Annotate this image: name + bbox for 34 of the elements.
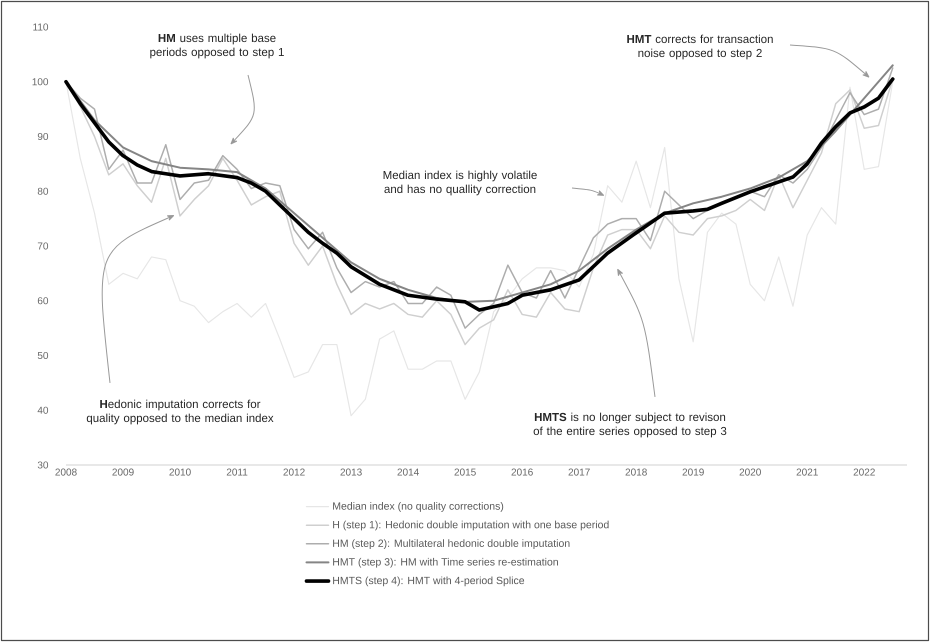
x-tick-label: 2022 — [854, 468, 875, 476]
annotation: HMT corrects for transaction noise opposed to step 2 — [627, 34, 773, 60]
y-tick-label: 110 — [33, 23, 48, 31]
x-tick-label: 2009 — [112, 468, 134, 476]
legend-label: Median index (no quality corrections) — [333, 502, 504, 512]
y-tick-label: 40 — [38, 406, 48, 414]
x-tick-label: 2012 — [283, 468, 305, 476]
x-tick-label: 2019 — [682, 468, 704, 476]
x-tick-label: 2010 — [169, 468, 191, 476]
legend-label: HM (step 2): Multilateral hedonic double imputation — [333, 539, 570, 550]
annotation: HMTS is no longer subject to revison of the entire series opposed to step 3 — [534, 412, 726, 438]
x-tick-label: 2015 — [454, 468, 476, 476]
y-tick-label: 100 — [32, 78, 48, 86]
y-tick-label: 90 — [38, 132, 48, 140]
legend-label: H (step 1): Hedonic double imputation with one base period — [333, 520, 609, 530]
x-tick-label: 2011 — [226, 468, 248, 476]
x-tick-label: 2014 — [397, 468, 419, 476]
annotation: Hedonic imputation corrects for quality opposed to the median index — [86, 400, 274, 424]
annotation: HM uses multiple base periods opposed to step 1 — [150, 34, 284, 58]
x-tick-label: 2013 — [340, 468, 362, 476]
legend-label: HMTS (step 4): HMT with 4-period Splice — [333, 576, 524, 586]
x-tick-label: 2020 — [740, 468, 761, 476]
y-tick-label: 70 — [38, 242, 48, 250]
y-tick-label: 30 — [38, 461, 48, 469]
x-tick-label: 2018 — [626, 468, 647, 476]
x-tick-label: 2017 — [568, 468, 590, 476]
annotation: Median index is highly volatile and has no quallity correction — [384, 170, 537, 196]
y-tick-label: 50 — [38, 352, 48, 360]
y-tick-label: 60 — [38, 297, 48, 304]
y-tick-label: 80 — [38, 188, 48, 195]
x-tick-label: 2021 — [796, 468, 818, 476]
x-tick-label: 2008 — [55, 468, 77, 476]
legend-label: HMT (step 3): HM with Time series re-estimation — [333, 558, 558, 568]
x-tick-label: 2016 — [512, 468, 533, 476]
